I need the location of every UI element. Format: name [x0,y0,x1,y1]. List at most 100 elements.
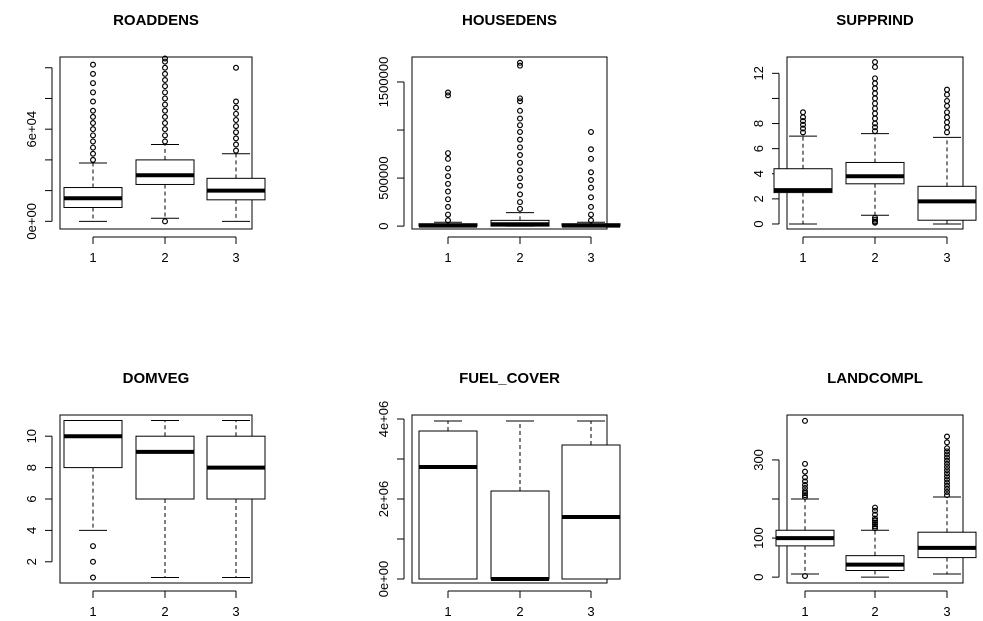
outlier-point [871,515,878,522]
outlier-point [89,70,96,77]
outlier-point [871,85,878,92]
outlier-point [516,59,523,66]
outlier-point [871,519,878,526]
outlier-point [943,482,950,489]
outlier-point [871,218,878,225]
y-tick-label: 4e+06 [376,401,391,438]
outlier-point [943,492,950,499]
outlier-point [445,188,452,195]
outlier-point [801,494,808,501]
outlier-point [801,572,808,579]
box-group-1 [63,61,123,222]
box-group-1 [775,417,835,579]
outlier-point [943,476,950,483]
y-tick-label: 2e+06 [376,481,391,518]
panel-title: ROADDENS [113,12,199,29]
x-tick-label: 2 [161,250,168,265]
outlier-point [871,525,878,532]
outlier-point [871,100,878,107]
y-tick-label: 6 [24,495,39,502]
box-group-2 [490,420,550,581]
box-group-2 [135,55,195,225]
iqr-box [773,168,833,194]
y-tick-label: 300 [751,449,766,471]
plot-frame [411,56,608,230]
panel-title: HOUSEDENS [462,12,557,29]
box-group-3 [561,420,621,580]
outlier-point [89,89,96,96]
outlier-point [162,126,169,133]
outlier-point [943,451,950,458]
outlier-point [516,182,523,189]
outlier-point [801,478,808,485]
box-group-3 [206,64,266,222]
outlier-point [445,217,452,224]
outlier-point [871,110,878,117]
outlier-point [943,454,950,461]
iqr-box [561,444,621,580]
outlier-point [89,107,96,114]
box-group-1 [418,420,478,580]
outlier-point [801,485,808,492]
outlier-point [89,126,96,133]
boxplot-panel: FUEL_COVER 0e+00 2e+06 4e+06 1 2 3 [376,370,621,619]
iqr-box [845,161,905,185]
x-tick-label: 3 [943,250,950,265]
outlier-point [233,147,240,154]
outlier-point [943,470,950,477]
box-group-2 [845,504,905,578]
outlier-point [516,95,523,102]
iqr-box [490,490,550,580]
outlier-point [871,75,878,82]
panel-title: FUEL_COVER [459,370,560,387]
outlier-point [445,180,452,187]
outlier-point [943,463,950,470]
outlier-point [943,109,950,116]
outlier-point [445,173,452,180]
y-tick-label: 4 [751,170,766,177]
boxplot-panel: ROADDENS 0e+00 6e+04 1 2 3 [24,12,266,265]
outlier-point [516,122,523,129]
outlier-point [162,218,169,225]
outlier-point [516,98,523,105]
outlier-point [516,136,523,143]
y-tick-label: 6e+04 [24,111,39,148]
x-tick-label: 2 [516,250,523,265]
box-group-3 [917,86,977,225]
box-group-1 [418,89,478,228]
box-group-2 [135,419,195,579]
outlier-point [801,474,808,481]
outlier-point [162,89,169,96]
outlier-point [516,144,523,151]
outlier-point [445,211,452,218]
x-tick-label: 1 [89,604,96,619]
outlier-point [516,62,523,69]
x-tick-label: 1 [444,604,451,619]
outlier-point [162,77,169,84]
iqr-box [418,430,478,580]
box-group-2 [845,59,905,226]
outlier-point [233,110,240,117]
outlier-point [587,217,594,224]
y-tick-label: 0e+00 [24,203,39,240]
outlier-point [233,141,240,148]
outlier-point [162,64,169,71]
outlier-point [871,64,878,71]
x-tick-label: 2 [871,250,878,265]
outlier-point [89,132,96,139]
outlier-point [943,485,950,492]
outlier-point [445,165,452,172]
outlier-point [587,128,594,135]
outlier-point [445,150,452,157]
y-tick-label: 2 [751,195,766,202]
y-tick-label: 4 [24,527,39,534]
outlier-point [871,128,878,135]
outlier-point [587,155,594,162]
outlier-point [943,448,950,455]
outlier-point [162,58,169,65]
outlier-point [89,98,96,105]
outlier-point [801,417,808,424]
box-group-3 [206,419,266,579]
outlier-point [871,521,878,528]
outlier-point [871,90,878,97]
